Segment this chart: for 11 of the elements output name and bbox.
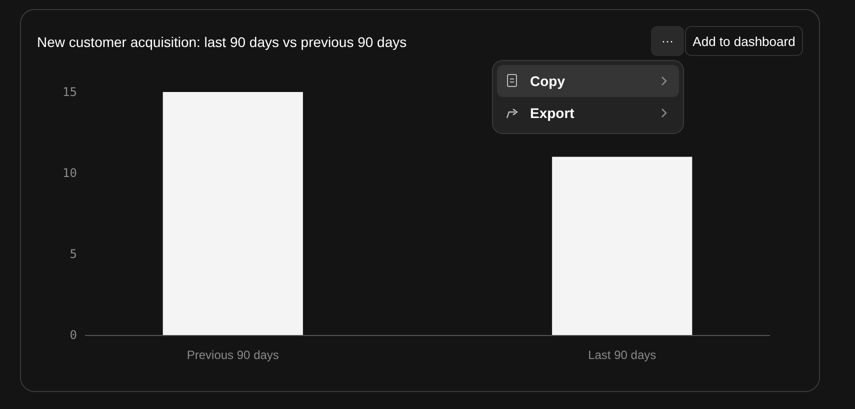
y-tick-label: 10 — [62, 166, 77, 180]
x-tick-label: Last 90 days — [588, 348, 656, 362]
chart-title: New customer acquisition: last 90 days vs previous 90 days — [37, 34, 407, 50]
text: ··· — [662, 34, 674, 48]
y-tick-label: 5 — [70, 247, 77, 262]
x-tick-label: Previous 90 days — [186, 348, 279, 362]
text: Copy — [530, 73, 566, 89]
text: Add to dashboard — [692, 34, 796, 49]
y-tick-label: 0 — [70, 328, 77, 342]
y-tick-label: 15 — [62, 85, 77, 100]
annotation: Export — [530, 105, 575, 121]
